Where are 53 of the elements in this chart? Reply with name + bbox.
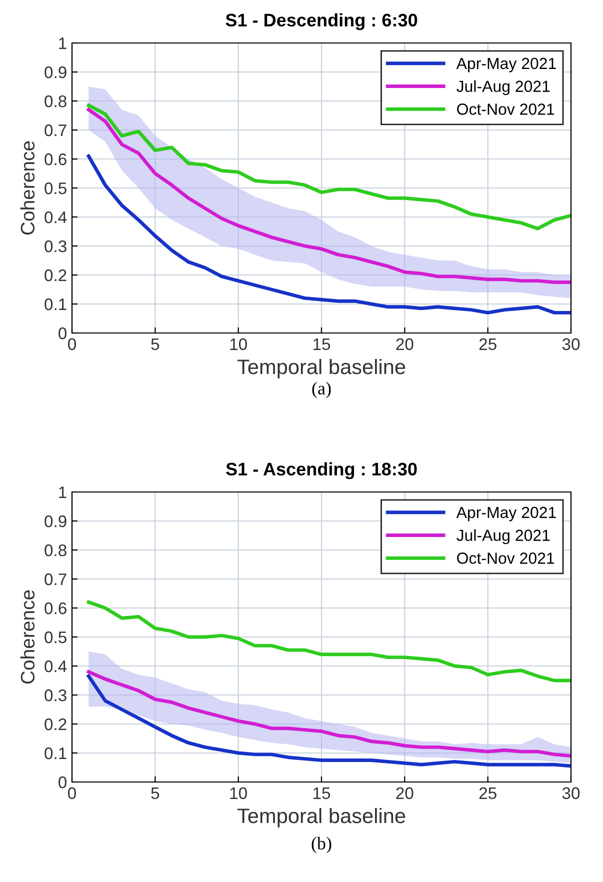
y-tick-label: 1: [59, 486, 66, 498]
text: (a): [312, 382, 331, 398]
x-axis-title: Temporal baseline: [237, 358, 406, 378]
y-tick-label: 0.3: [44, 689, 66, 702]
x-tick-label: 25: [479, 338, 496, 350]
x-tick-label: 30: [562, 787, 580, 800]
y-tick-label: 1: [59, 38, 66, 50]
line-series: [86, 104, 571, 230]
y-tick-label: 0.1: [44, 298, 66, 310]
y-tick-label: 0: [58, 327, 66, 340]
y-tick-label: 0.8: [44, 544, 66, 556]
y-tick-label: 0.6: [44, 153, 66, 166]
legend-label: Jul-Aug 2021: [456, 80, 550, 96]
y-axis-title: Coherence: [20, 141, 35, 235]
x-tick-label: 20: [396, 338, 414, 350]
x-tick-label: 0: [68, 338, 76, 350]
x-axis-title: Temporal baseline: [237, 808, 406, 828]
x-tick-label: 30: [562, 338, 580, 350]
y-tick-label: 0.4: [44, 660, 67, 672]
text: (b): [312, 836, 332, 854]
y-tick-label: 0.2: [44, 718, 66, 730]
x-tick-label: 10: [230, 338, 247, 350]
y-tick-label: 0.9: [44, 515, 66, 528]
y-tick-label: 0.9: [44, 66, 66, 78]
y-tick-label: 0.6: [44, 602, 66, 614]
x-tick-label: 5: [151, 338, 160, 350]
legend-label: Apr-May 2021: [456, 58, 556, 72]
y-tick-label: 0.2: [44, 269, 66, 282]
legend-label: Apr-May 2021: [456, 506, 556, 522]
y-tick-label: 0.8: [44, 95, 66, 108]
y-tick-label: 0.7: [44, 573, 66, 586]
x-tick-label: 5: [151, 787, 160, 800]
x-tick-label: 25: [479, 787, 496, 800]
y-tick-label: 0.1: [44, 747, 66, 760]
legend-label: Jul-Aug 2021: [456, 529, 550, 544]
x-tick-label: 15: [314, 338, 330, 350]
line-series: [86, 600, 571, 682]
y-axis-title: Coherence: [20, 590, 35, 684]
x-tick-label: 15: [314, 787, 330, 800]
y-tick-label: 0.3: [44, 240, 66, 252]
x-tick-label: 0: [68, 787, 76, 800]
y-tick-label: 0.5: [44, 631, 66, 644]
legend-label: Oct-Nov 2021: [457, 552, 554, 564]
line-series: [86, 154, 571, 314]
y-tick-label: 0.7: [44, 124, 66, 136]
chart-title: S1 - Descending : 6:30: [226, 13, 418, 30]
x-tick-label: 20: [396, 787, 414, 800]
y-tick-label: 0.4: [44, 211, 67, 224]
y-tick-label: 0.5: [44, 182, 66, 194]
chart-title: S1 - Ascending : 18:30: [226, 462, 417, 480]
legend-label: Oct-Nov 2021: [457, 104, 554, 115]
x-tick-label: 10: [230, 787, 247, 800]
y-tick-label: 0: [58, 776, 66, 788]
